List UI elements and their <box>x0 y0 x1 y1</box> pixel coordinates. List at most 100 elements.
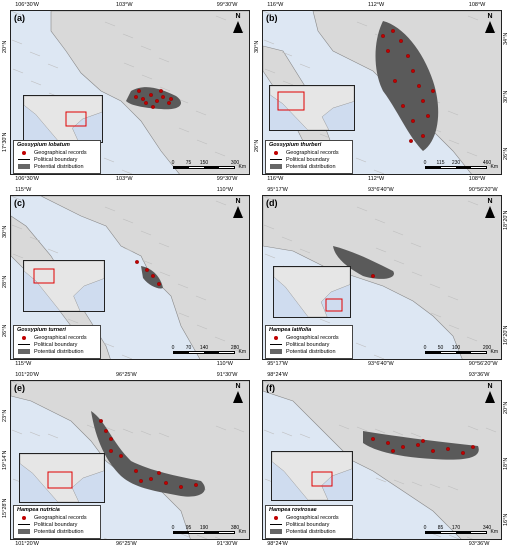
scale-ticks: 0 85 170 340 <box>424 525 492 531</box>
terrain-texture <box>448 324 460 330</box>
legend-records-item: Geographical records <box>269 149 349 156</box>
legend-boundary-item: Political boundary <box>17 521 97 528</box>
scale-bar-graphic <box>173 351 235 354</box>
right-coordinate-label: 34°N <box>503 32 509 45</box>
geographical-record-point <box>135 260 139 264</box>
scale-segment <box>189 167 204 168</box>
inset-locator-map <box>269 85 355 131</box>
terrain-texture <box>299 63 311 69</box>
terrain-texture <box>214 336 226 342</box>
scale-tick-label: 230 <box>451 160 461 166</box>
terrain-texture <box>447 110 459 116</box>
inset-canvas <box>274 267 350 317</box>
terrain-texture <box>141 74 153 80</box>
terrain-texture <box>263 11 274 16</box>
legend-boundary-item: Political boundary <box>17 156 97 163</box>
terrain-texture <box>410 242 422 248</box>
terrain-texture <box>103 537 108 539</box>
geographical-record-point <box>399 39 403 43</box>
study-area-highlight <box>33 268 55 284</box>
scale-segment <box>189 532 204 533</box>
inset-land <box>270 86 354 130</box>
terrain-texture <box>121 169 133 174</box>
terrain-texture <box>196 534 208 539</box>
legend-records-item: Geographical records <box>17 514 97 521</box>
terrain-texture <box>214 536 221 539</box>
north-arrow-icon: N <box>483 383 497 403</box>
geographical-record-point <box>471 445 475 449</box>
terrain-texture <box>281 236 293 242</box>
bottom-coordinate-label: 96°25'W <box>116 541 137 547</box>
geographical-record-point <box>411 69 415 73</box>
scale-tick-label: 0 <box>423 345 427 351</box>
top-coordinate-label: 101°20'W <box>15 372 39 378</box>
terrain-texture <box>195 295 207 301</box>
legend-boundary-item-label: Political boundary <box>286 156 330 163</box>
terrain-texture <box>140 45 152 51</box>
terrain-texture <box>11 224 23 230</box>
terrain-texture <box>141 259 153 265</box>
geographical-record-point <box>381 34 385 38</box>
terrain-texture <box>375 247 387 253</box>
terrain-texture <box>447 485 459 491</box>
map-panel: (e) N Hampea nutricia Geographical records P… <box>10 380 250 540</box>
terrain-texture <box>47 433 59 439</box>
top-coordinate-label: 116°W <box>267 2 284 8</box>
geographical-record-point <box>393 79 397 83</box>
left-coordinate-label: 19°14'N <box>2 450 8 470</box>
geographical-record-point <box>161 95 165 99</box>
species-name: Hampea rovirosae <box>269 507 317 513</box>
geographical-record-point <box>417 84 421 88</box>
legend-records-item-swatch <box>22 515 26 520</box>
scale-tick-label: 0 <box>171 160 175 166</box>
terrain-texture <box>177 283 189 289</box>
legend-records-item-label: Geographical records <box>34 149 87 156</box>
arrow-shape <box>233 391 243 403</box>
geographical-record-point <box>409 139 413 143</box>
scale-tick-label: 150 <box>199 160 209 166</box>
inset-land <box>274 267 350 317</box>
north-arrow-icon: N <box>231 383 245 403</box>
terrain-texture <box>214 151 226 157</box>
scale-segment <box>204 532 219 533</box>
terrain-texture <box>319 133 331 139</box>
scale-bar-graphic <box>173 531 235 534</box>
scale-bar: 0 50 100 200 Km <box>423 345 498 355</box>
map-panel: (f) N Hampea rovirosae Geographical records… <box>262 380 502 540</box>
legend-boundary-item-label: Political boundary <box>286 341 330 348</box>
map-legend: Gossypium thurberi Geographical records Po… <box>265 140 353 174</box>
inset-land <box>24 261 104 311</box>
right-coordinate-label: 30°N <box>503 90 509 103</box>
panel-label: (c) <box>14 198 25 208</box>
top-coordinate-label: 96°25'W <box>116 372 137 378</box>
terrain-texture <box>103 157 115 163</box>
terrain-texture <box>282 80 294 86</box>
inset-locator-map <box>23 260 105 312</box>
terrain-texture <box>356 21 368 27</box>
bottom-coordinate-label: 116°W <box>267 176 284 182</box>
legend-records-item-label: Geographical records <box>286 149 339 156</box>
inset-canvas <box>270 86 354 130</box>
top-coordinate-label: 112°W <box>368 2 385 8</box>
legend-records-item-label: Geographical records <box>34 514 87 521</box>
legend-boundary-item-symbol <box>17 524 31 525</box>
study-area-highlight <box>65 111 87 127</box>
terrain-texture <box>233 427 245 433</box>
species-name: Gossypium turneri <box>17 327 66 333</box>
geographical-record-point <box>406 54 410 58</box>
top-coordinate-label: 93°36'W <box>468 372 490 378</box>
bottom-coordinate-label: 95°17'W <box>267 361 288 367</box>
geographical-record-point <box>167 101 171 105</box>
inset-canvas <box>20 454 104 502</box>
scale-tick-label: 0 <box>171 345 175 351</box>
legend-boundary-item: Political boundary <box>269 341 349 348</box>
map-legend: Hampea nutricia Geographical records Polit… <box>13 505 101 539</box>
terrain-texture <box>299 433 311 439</box>
map-panel: (a) N Gossypium lobatum Geographical record… <box>10 10 250 175</box>
scale-tick-label: 300 <box>230 160 240 166</box>
study-area-highlight <box>311 471 333 487</box>
terrain-texture <box>263 224 275 230</box>
scale-bar-graphic <box>425 531 487 534</box>
scale-segment <box>204 352 219 353</box>
terrain-texture <box>448 139 460 145</box>
